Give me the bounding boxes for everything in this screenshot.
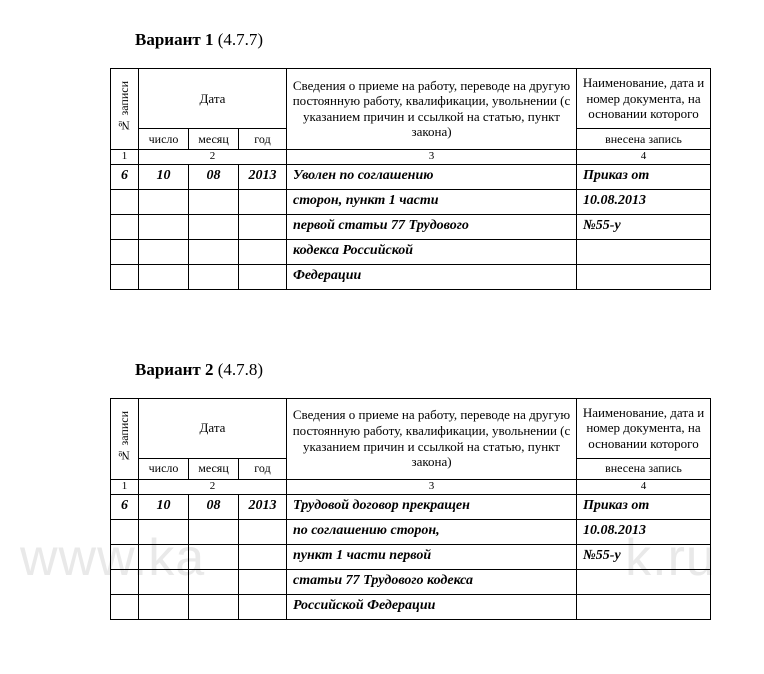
- sub-chislo: число: [139, 458, 189, 479]
- table-row: по соглашению сторон, 10.08.2013: [111, 519, 711, 544]
- col-doc-sub: внесена запись: [577, 458, 711, 479]
- sub-mesyac: месяц: [189, 458, 239, 479]
- col-doc-header: Наименование, дата и номер документа, на…: [577, 69, 711, 129]
- col-record-no: № записи: [111, 69, 139, 150]
- numrow-1: 1: [111, 479, 139, 494]
- table-row: 6 10 08 2013 Трудовой договор прекращен …: [111, 494, 711, 519]
- numrow-4: 4: [577, 149, 711, 164]
- table-row: сторон, пункт 1 части 10.08.2013: [111, 189, 711, 214]
- numrow-4: 4: [577, 479, 711, 494]
- variant1-table: № записи Дата Сведения о приеме на работ…: [110, 68, 711, 290]
- variant1-title-num: 1: [205, 30, 214, 49]
- sub-mesyac: месяц: [189, 128, 239, 149]
- col-doc-sub: внесена запись: [577, 128, 711, 149]
- sub-god: год: [239, 128, 287, 149]
- variant2-title-prefix: Вариант: [135, 360, 201, 379]
- numrow-3: 3: [287, 149, 577, 164]
- col-record-no: № записи: [111, 398, 139, 479]
- table-row: пункт 1 части первой №55-у: [111, 544, 711, 569]
- table-row: Российской Федерации: [111, 594, 711, 619]
- variant1-title-paren: (4.7.7): [218, 30, 263, 49]
- numrow-3: 3: [287, 479, 577, 494]
- col-doc-header: Наименование, дата и номер документа, на…: [577, 398, 711, 458]
- variant2-heading: Вариант 2 (4.7.8): [135, 360, 744, 380]
- table-row: 6 10 08 2013 Уволен по соглашению Приказ…: [111, 164, 711, 189]
- numrow-2: 2: [139, 479, 287, 494]
- sub-god: год: [239, 458, 287, 479]
- variant2-title-num: 2: [205, 360, 214, 379]
- col-date-header: Дата: [139, 398, 287, 458]
- table-row: первой статьи 77 Трудового №55-у: [111, 214, 711, 239]
- table-row: кодекса Российской: [111, 239, 711, 264]
- numrow-2: 2: [139, 149, 287, 164]
- sub-chislo: число: [139, 128, 189, 149]
- variant1-title-prefix: Вариант: [135, 30, 201, 49]
- variant2-table: № записи Дата Сведения о приеме на работ…: [110, 398, 711, 620]
- col-date-header: Дата: [139, 69, 287, 129]
- table-row: статьи 77 Трудового кодекса: [111, 569, 711, 594]
- numrow-1: 1: [111, 149, 139, 164]
- table-row: Федерации: [111, 264, 711, 289]
- variant1-heading: Вариант 1 (4.7.7): [135, 30, 744, 50]
- col-info-header: Сведения о приеме на работу, переводе на…: [287, 398, 577, 479]
- col-info-header: Сведения о приеме на работу, переводе на…: [287, 69, 577, 150]
- variant2-title-paren: (4.7.8): [218, 360, 263, 379]
